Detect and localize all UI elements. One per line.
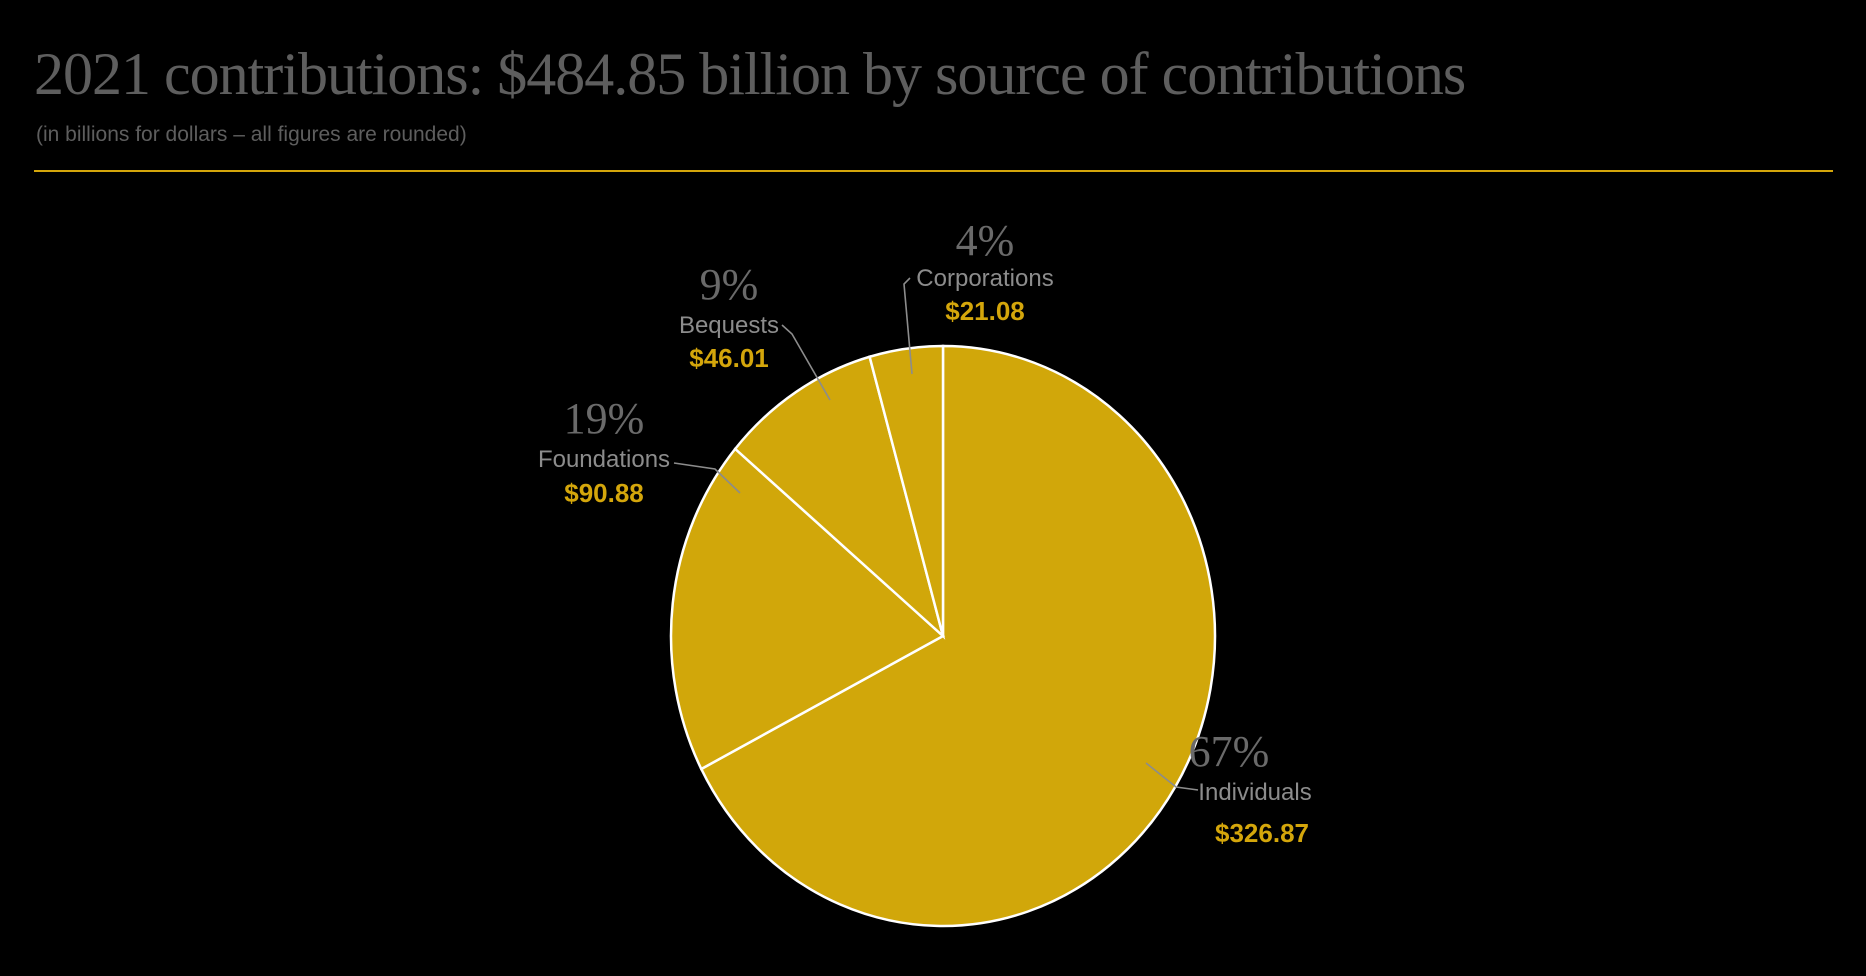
percent-label-bequests: 9% — [700, 260, 759, 309]
pie-slice-corporations — [868, 344, 945, 637]
category-label-foundations: Foundations — [538, 446, 670, 473]
value-label-individuals: $326.87 — [1215, 818, 1309, 848]
leader-line-bequests — [781, 324, 831, 401]
leader-line-corporations — [903, 277, 913, 375]
pie-slice-bequests — [733, 355, 946, 640]
value-label-foundations: $90.88 — [564, 478, 644, 508]
leader-line-individuals — [1145, 762, 1199, 791]
pie-slice-foundations — [669, 447, 946, 771]
percent-label-individuals: 67% — [1189, 727, 1270, 776]
leader-line-foundations — [673, 462, 741, 494]
category-label-bequests: Bequests — [679, 312, 779, 339]
category-label-individuals: Individuals — [1198, 779, 1311, 806]
value-label-bequests: $46.01 — [689, 343, 769, 373]
slice-labels: 67% Individuals $326.87 19% Foundations $90.8… — [538, 216, 1312, 848]
value-label-corporations: $21.08 — [945, 296, 1025, 326]
pie-slices — [669, 344, 1217, 928]
percent-label-foundations: 19% — [564, 394, 645, 443]
category-label-corporations: Corporations — [916, 265, 1053, 292]
chart-title: 2021 contributions: $484.85 billion by s… — [34, 41, 1466, 107]
title-divider — [34, 170, 1833, 172]
chart-subtitle: (in billions for dollars – all figures a… — [36, 123, 467, 146]
leader-lines — [673, 277, 1199, 791]
percent-label-corporations: 4% — [956, 216, 1015, 265]
